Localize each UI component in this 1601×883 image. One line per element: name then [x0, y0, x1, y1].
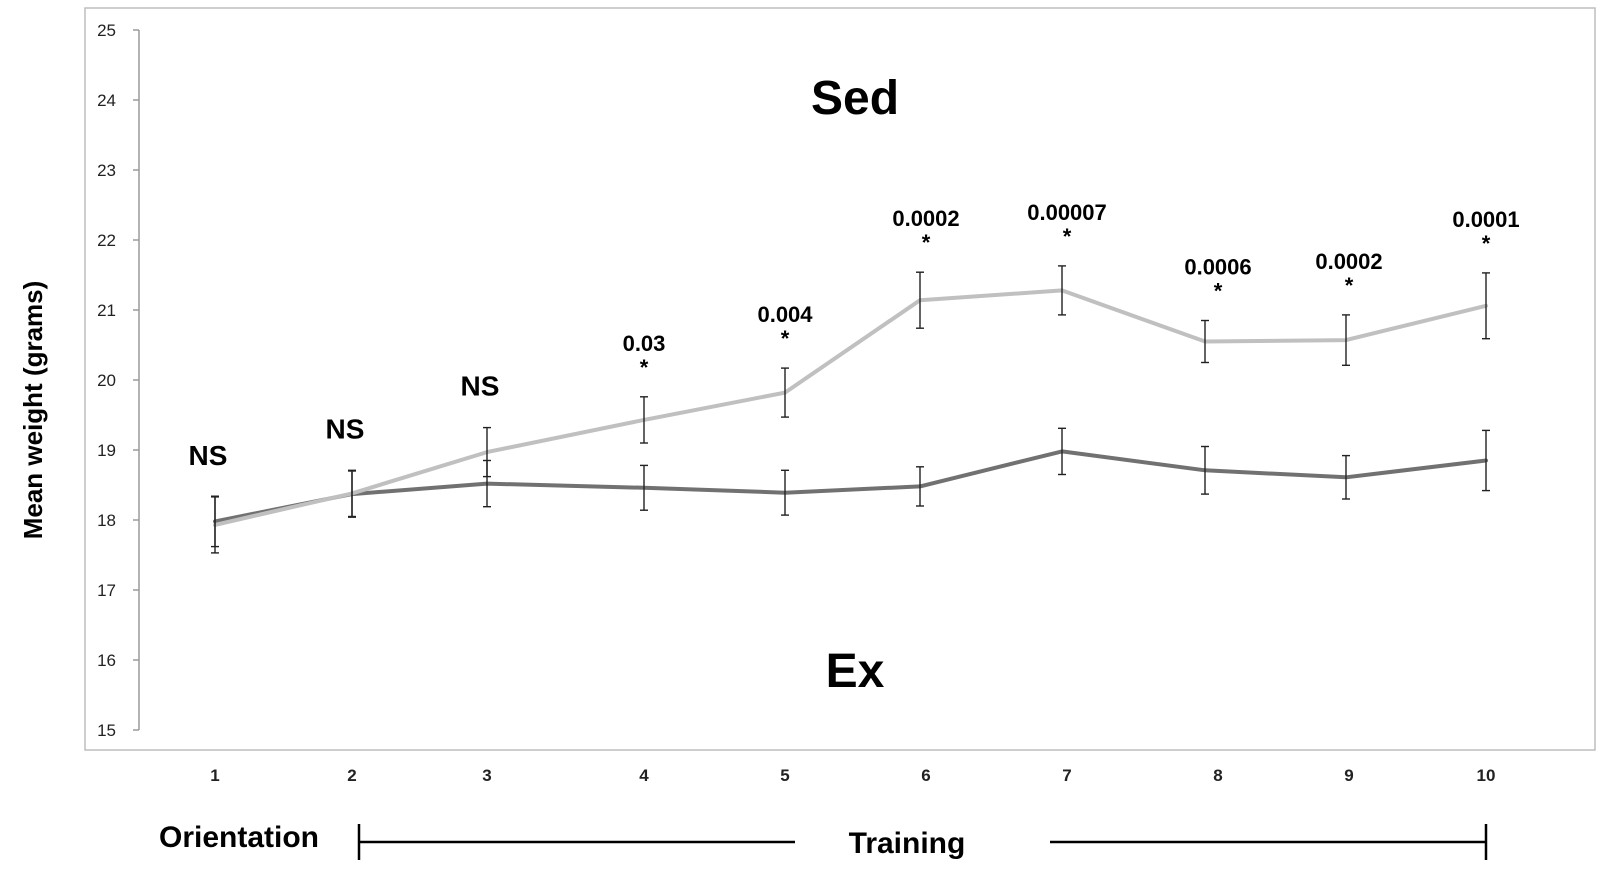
- significance-star: *: [1214, 279, 1223, 304]
- error-bar: [640, 464, 648, 511]
- y-tick-label: 24: [97, 91, 116, 110]
- orientation-label: Orientation: [159, 821, 319, 854]
- ns-label: NS: [461, 371, 500, 402]
- error-bar: [1058, 427, 1066, 476]
- y-tick-label: 16: [97, 651, 116, 670]
- error-bar: [1342, 314, 1350, 366]
- x-ticks: 1 2 3 4 5 6 7 8 9 10: [210, 766, 1495, 785]
- significance-star: *: [1345, 273, 1354, 298]
- x-tick-label: 7: [1062, 766, 1071, 785]
- error-bar: [211, 496, 219, 554]
- p-value-label: 0.004: [757, 302, 813, 327]
- y-tick-label: 15: [97, 721, 116, 740]
- y-ticks: 15 16 17 18 19 20 21 22 23 24 25: [97, 21, 139, 740]
- error-bar: [1342, 454, 1350, 500]
- error-bar: [348, 469, 356, 518]
- plot-frame: [84, 7, 1596, 751]
- sed-series-label: Sed: [811, 72, 899, 125]
- p-value-label: 0.0002: [892, 206, 959, 231]
- error-bar: [640, 396, 648, 444]
- x-tick-label: 4: [639, 766, 649, 785]
- error-bar: [916, 466, 924, 507]
- ns-label: NS: [189, 440, 228, 471]
- error-bar: [916, 271, 924, 329]
- error-bars-sed: [211, 265, 1490, 554]
- p-value-label: 0.0002: [1315, 249, 1382, 274]
- significance-star: *: [781, 326, 790, 351]
- error-bar: [483, 426, 491, 478]
- y-axis-label: Mean weight (grams): [18, 281, 48, 540]
- series-layer: [211, 265, 1490, 554]
- series-sed: [213, 288, 1488, 527]
- error-bar: [1201, 319, 1209, 364]
- y-tick-label: 19: [97, 441, 116, 460]
- y-tick-label: 21: [97, 301, 116, 320]
- error-bar: [1201, 445, 1209, 495]
- x-tick-label: 10: [1477, 766, 1496, 785]
- y-tick-label: 22: [97, 231, 116, 250]
- significance-star: *: [1482, 231, 1491, 256]
- significance-star: *: [922, 230, 931, 255]
- training-label: Training: [849, 827, 966, 860]
- series-line: [213, 288, 1488, 527]
- y-tick-label: 18: [97, 511, 116, 530]
- significance-star: *: [640, 355, 649, 380]
- y-tick-label: 20: [97, 371, 116, 390]
- significance-star: *: [1063, 224, 1072, 249]
- y-tick-label: 23: [97, 161, 116, 180]
- ns-label: NS: [326, 413, 365, 444]
- ex-series-label: Ex: [826, 645, 885, 698]
- p-value-label: 0.0006: [1184, 255, 1251, 280]
- x-tick-label: 6: [921, 766, 930, 785]
- error-bar: [1482, 272, 1490, 340]
- error-bar: [1058, 265, 1066, 316]
- y-tick-label: 25: [97, 21, 116, 40]
- error-bar: [781, 367, 789, 418]
- p-value-label: 0.0001: [1452, 207, 1519, 232]
- series-line: [213, 449, 1488, 524]
- error-bar: [781, 469, 789, 516]
- p-value-label: 0.03: [623, 331, 666, 356]
- x-tick-label: 5: [780, 766, 789, 785]
- x-tick-label: 3: [482, 766, 491, 785]
- x-tick-label: 8: [1213, 766, 1222, 785]
- x-tick-label: 1: [210, 766, 219, 785]
- y-tick-label: 17: [97, 581, 116, 600]
- p-value-label: 0.00007: [1027, 200, 1107, 225]
- x-tick-label: 9: [1344, 766, 1353, 785]
- series-ex: [213, 449, 1488, 524]
- error-bar: [1482, 429, 1490, 492]
- x-tick-label: 2: [347, 766, 356, 785]
